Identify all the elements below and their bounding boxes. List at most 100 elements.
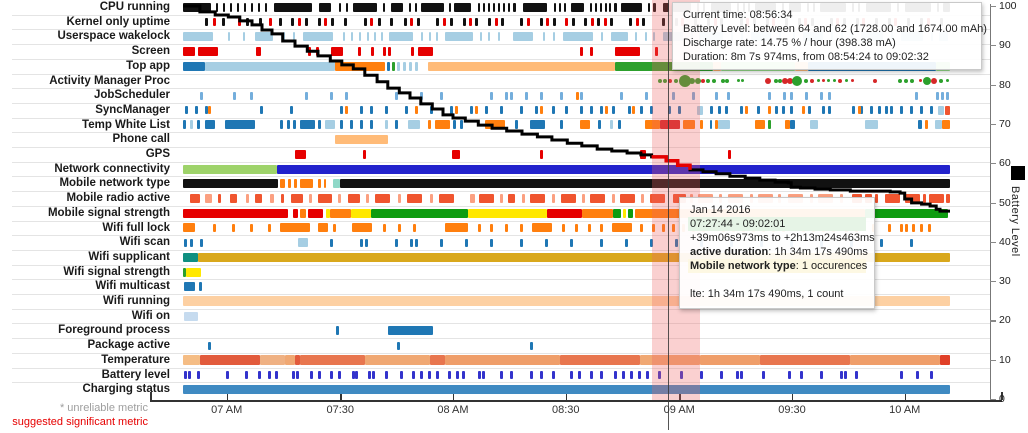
timeline-segment[interactable] [850,355,940,366]
timeline-segment[interactable] [308,46,311,56]
timeline-segment[interactable] [618,120,621,130]
timeline-segment[interactable] [336,326,339,336]
timeline-tick[interactable] [855,370,858,379]
timeline-segment[interactable] [244,2,246,12]
timeline-segment[interactable] [700,120,703,130]
timeline-tick[interactable] [279,18,282,27]
timeline-tick[interactable] [844,370,847,379]
timeline-segment[interactable] [324,179,326,189]
timeline-segment[interactable] [300,120,315,130]
timeline-tick[interactable] [338,370,341,379]
timeline-segment[interactable] [488,2,490,12]
activity-dot[interactable] [898,78,902,83]
timeline-segment[interactable] [478,2,480,12]
timeline-tick[interactable] [448,370,451,379]
timeline-segment[interactable] [184,311,198,321]
timeline-tick[interactable] [930,370,933,379]
timeline-segment[interactable] [391,2,403,12]
timeline-segment[interactable] [614,2,617,12]
timeline-segment[interactable] [318,223,328,233]
timeline-segment[interactable] [645,32,647,42]
timeline-tick[interactable] [870,106,873,115]
timeline-tick[interactable] [828,91,831,100]
timeline-segment[interactable] [353,2,377,12]
timeline-segment[interactable] [483,2,485,12]
timeline-tick[interactable] [246,18,249,27]
timeline-tick[interactable] [936,91,939,100]
timeline-segment[interactable] [439,194,454,203]
timeline-segment[interactable] [351,208,371,218]
timeline-segment[interactable] [352,223,372,233]
timeline-tick[interactable] [184,370,187,379]
timeline-tick[interactable] [640,223,643,232]
timeline-tick[interactable] [718,106,721,115]
timeline-segment[interactable] [452,149,460,159]
timeline-segment[interactable] [300,208,306,218]
timeline-tick[interactable] [622,370,625,379]
timeline-segment[interactable] [387,61,390,71]
timeline-tick[interactable] [370,18,373,27]
timeline-segment[interactable] [285,355,295,366]
timeline-tick[interactable] [390,18,393,27]
timeline-segment[interactable] [728,149,731,159]
timeline-tick[interactable] [360,238,363,247]
timeline-segment[interactable] [258,2,260,12]
timeline-tick[interactable] [575,223,578,232]
timeline-segment[interactable] [885,194,900,203]
timeline-tick[interactable] [450,106,453,115]
activity-dot[interactable] [816,79,820,83]
timeline-segment[interactable] [295,149,306,159]
timeline-segment[interactable] [532,223,552,233]
timeline-tick[interactable] [268,370,271,379]
timeline-tick[interactable] [463,18,466,27]
timeline-segment[interactable] [243,32,245,42]
timeline-tick[interactable] [584,18,587,27]
activity-dot[interactable] [931,77,937,84]
timeline-tick[interactable] [470,106,473,115]
timeline-tick[interactable] [344,18,347,27]
timeline-tick[interactable] [505,91,508,100]
timeline-tick[interactable] [597,18,600,27]
timeline-tick[interactable] [680,370,683,379]
timeline-segment[interactable] [436,32,438,42]
timeline-tick[interactable] [783,91,786,100]
activity-dot[interactable] [832,79,836,83]
timeline-tick[interactable] [440,238,443,247]
timeline-tick[interactable] [672,223,675,232]
timeline-segment[interactable] [340,120,343,130]
timeline-tick[interactable] [383,223,386,232]
timeline-segment[interactable] [375,194,390,203]
timeline-segment[interactable] [611,32,628,42]
timeline-tick[interactable] [572,18,575,27]
timeline-tick[interactable] [500,370,503,379]
timeline-segment[interactable] [559,2,561,12]
timeline-segment[interactable] [613,208,621,218]
timeline-segment[interactable] [923,194,926,203]
timeline-segment[interactable] [199,282,202,292]
timeline-segment[interactable] [295,355,300,366]
timeline-tick[interactable] [520,238,523,247]
timeline-segment[interactable] [205,194,212,203]
timeline-tick[interactable] [820,370,823,379]
activity-dot[interactable] [736,79,740,83]
timeline-segment[interactable] [561,194,576,203]
timeline-tick[interactable] [305,18,308,27]
timeline-tick[interactable] [840,370,843,379]
timeline-tick[interactable] [200,238,203,247]
timeline-segment[interactable] [554,2,556,12]
timeline-segment[interactable] [415,2,417,12]
timeline-segment[interactable] [183,208,288,218]
timeline-segment[interactable] [718,120,730,130]
timeline-segment[interactable] [480,32,482,42]
timeline-segment[interactable] [428,120,431,130]
timeline-segment[interactable] [530,120,545,130]
timeline-tick[interactable] [260,106,263,115]
timeline-segment[interactable] [255,194,262,203]
timeline-tick[interactable] [590,106,593,115]
timeline-segment[interactable] [403,61,406,71]
timeline-segment[interactable] [929,194,944,203]
timeline-segment[interactable] [938,105,944,115]
timeline-segment[interactable] [265,2,267,12]
timeline-segment[interactable] [198,46,218,56]
timeline-segment[interactable] [359,32,361,42]
